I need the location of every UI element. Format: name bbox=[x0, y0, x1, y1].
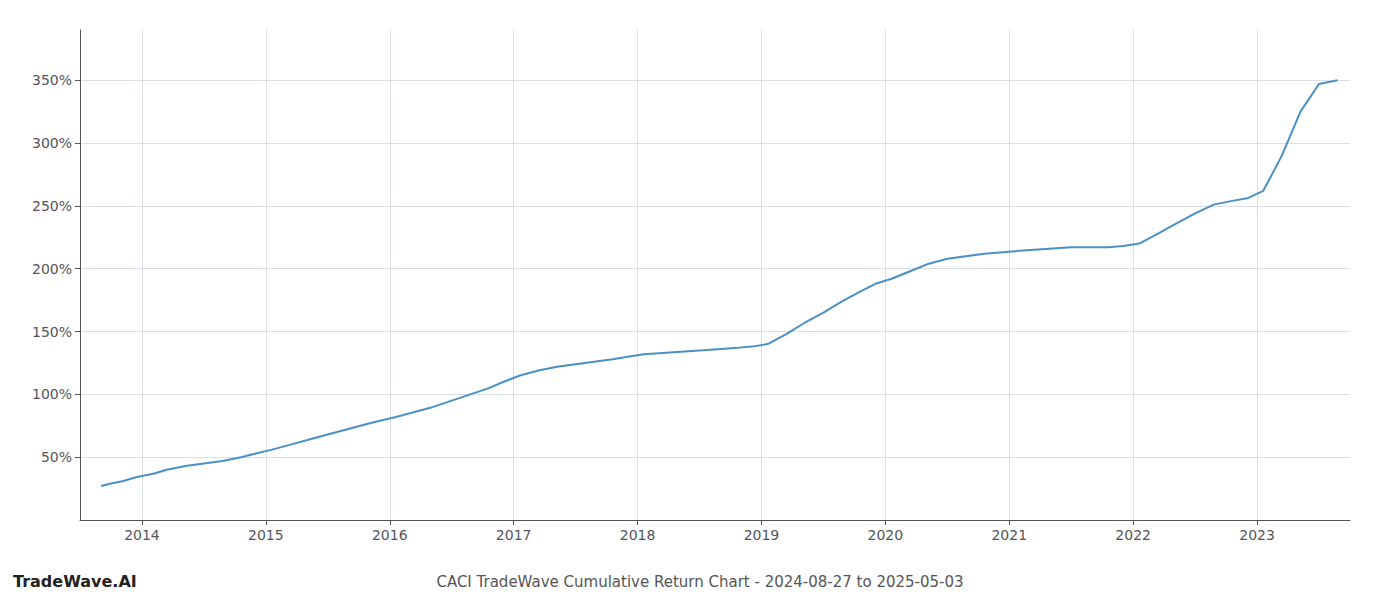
svg-text:2018: 2018 bbox=[620, 527, 656, 543]
svg-text:2021: 2021 bbox=[991, 527, 1027, 543]
svg-text:2015: 2015 bbox=[248, 527, 284, 543]
svg-text:100%: 100% bbox=[32, 386, 72, 402]
svg-text:250%: 250% bbox=[32, 198, 72, 214]
svg-text:2016: 2016 bbox=[372, 527, 408, 543]
svg-text:200%: 200% bbox=[32, 261, 72, 277]
svg-text:TradeWave.AI: TradeWave.AI bbox=[13, 572, 137, 591]
svg-text:2017: 2017 bbox=[496, 527, 532, 543]
svg-text:2019: 2019 bbox=[744, 527, 780, 543]
svg-text:CACI TradeWave Cumulative Retu: CACI TradeWave Cumulative Return Chart -… bbox=[436, 573, 963, 591]
svg-text:2022: 2022 bbox=[1115, 527, 1151, 543]
svg-text:150%: 150% bbox=[32, 324, 72, 340]
svg-text:2020: 2020 bbox=[868, 527, 904, 543]
svg-text:350%: 350% bbox=[32, 72, 72, 88]
svg-text:2014: 2014 bbox=[124, 527, 160, 543]
svg-text:50%: 50% bbox=[41, 449, 72, 465]
svg-text:300%: 300% bbox=[32, 135, 72, 151]
svg-text:2023: 2023 bbox=[1239, 527, 1275, 543]
